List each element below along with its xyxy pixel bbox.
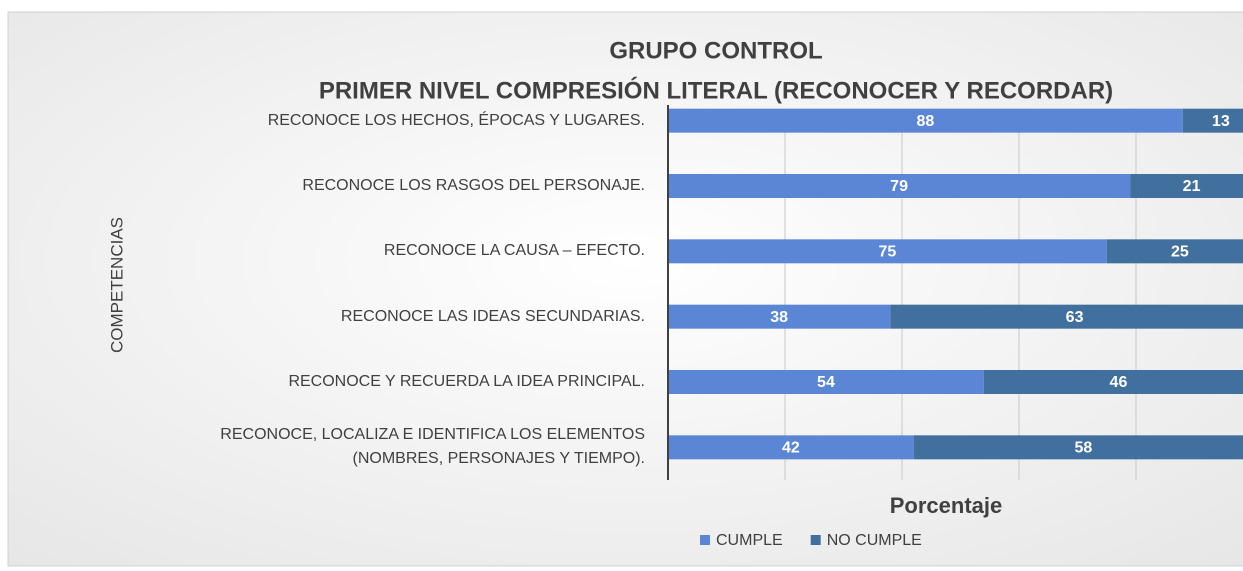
bar-segment [1130, 174, 1243, 198]
data-label: 46 [1110, 374, 1128, 391]
bar-segment [1182, 108, 1243, 133]
x-axis-title: Porcentaje [890, 493, 1003, 518]
data-label: 75 [878, 244, 896, 261]
chart-title: GRUPO CONTROL [609, 37, 822, 64]
data-label: 13 [1212, 113, 1230, 130]
chart-background [7, 11, 1243, 567]
bar-segment [668, 108, 1183, 133]
legend-label: NO CUMPLE [827, 532, 922, 549]
y-axis-title: COMPETENCIAS [107, 217, 126, 353]
bar-segment [913, 435, 1243, 460]
y-tick-label: RECONOCE LOS HECHOS, ÉPOCAS Y LUGARES. [267, 111, 645, 129]
data-label: 21 [1183, 178, 1201, 195]
bar-segment [668, 304, 891, 329]
bar-segment [668, 239, 1107, 264]
data-label: 79 [890, 178, 908, 195]
bar-segment [668, 435, 914, 460]
legend-swatch [810, 535, 821, 545]
legend-label: CUMPLE [716, 532, 783, 549]
bar-segment [983, 370, 1243, 394]
data-label: 63 [1066, 309, 1084, 326]
bar-segment [1106, 239, 1243, 264]
y-tick-label: RECONOCE LA CAUSA – EFECTO. [383, 242, 645, 260]
y-tick-label: RECONOCE LAS IDEAS SECUNDARIAS. [340, 307, 645, 325]
bar-segment [668, 370, 984, 394]
data-label: 38 [770, 309, 788, 326]
bar-segment [668, 174, 1131, 198]
data-label: 42 [782, 440, 800, 457]
bar-segment [890, 304, 1243, 329]
data-label: 58 [1074, 440, 1092, 457]
legend-swatch [700, 535, 710, 545]
y-tick-label: RECONOCE, LOCALIZA E IDENTIFICA LOS ELEM… [220, 426, 645, 468]
chart-subtitle: PRIMER NIVEL COMPRESIÓN LITERAL (RECONOC… [319, 76, 1113, 104]
data-label: 54 [817, 374, 835, 391]
y-tick-label: RECONOCE Y RECUERDA LA IDEA PRINCIPAL. [288, 373, 645, 390]
y-tick-label: RECONOCE LOS RASGOS DEL PERSONAJE. [302, 177, 645, 194]
data-label: 88 [917, 113, 935, 130]
data-label: 25 [1171, 244, 1189, 261]
